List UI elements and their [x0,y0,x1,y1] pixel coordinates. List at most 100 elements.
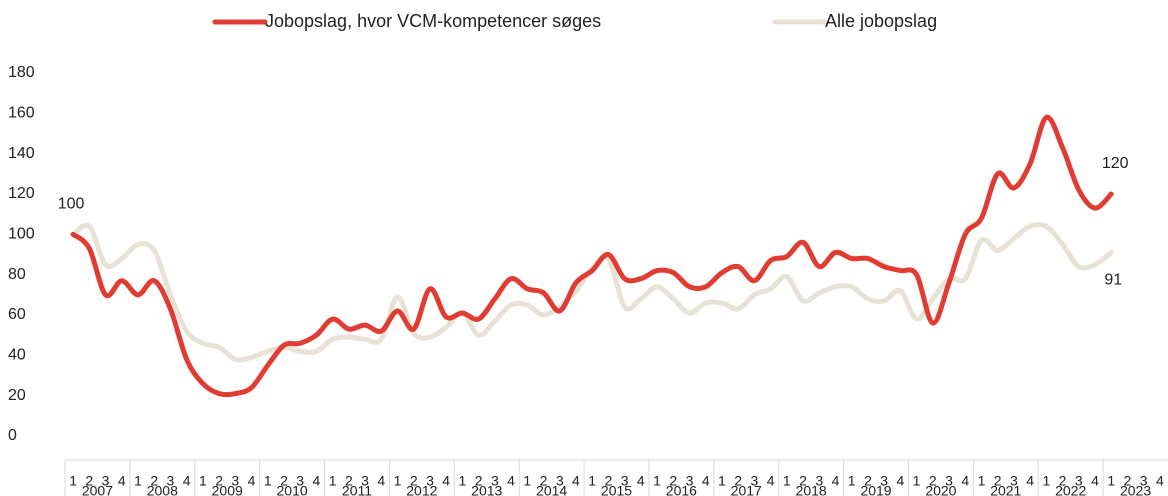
x-tick-label: 4 [702,473,710,489]
x-tick-label: 1 [783,473,791,489]
x-tick-label: 2 [540,473,548,489]
y-tick-label: 180 [8,64,35,81]
series-line [70,114,1114,398]
x-tick-label: 1 [264,473,272,489]
x-tick-label: 1 [523,473,531,489]
x-tick-label: 3 [361,473,369,489]
year-label: 2012 [406,483,437,496]
year-label: 2023 [1120,483,1151,496]
year-label: 2008 [147,483,178,496]
y-tick-label: 60 [8,306,26,323]
x-tick-label: 2 [929,473,937,489]
x-tick-label: 1 [199,473,207,489]
year-label: 2019 [860,483,891,496]
x-tick-label: 1 [588,473,596,489]
y-tick-label: 40 [8,347,26,364]
x-tick-label: 2 [345,473,353,489]
y-tick-label: 100 [8,226,35,243]
x-tick-label: 1 [1107,473,1115,489]
x-tick-label: 4 [377,473,385,489]
x-tick-label: 4 [767,473,775,489]
x-tick-label: 4 [507,473,515,489]
x-tick-label: 1 [848,473,856,489]
x-tick-label: 4 [248,473,256,489]
year-label: 2018 [796,483,827,496]
x-tick-label: 1 [1042,473,1050,489]
x-tick-label: 4 [1026,473,1034,489]
x-tick-label: 3 [750,473,758,489]
x-tick-label: 3 [815,473,823,489]
y-tick-label: 80 [8,266,26,283]
data-label: 120 [1102,155,1129,172]
x-tick-label: 2 [994,473,1002,489]
y-tick-label: 0 [8,427,17,444]
x-tick-label: 1 [978,473,986,489]
x-tick-label: 2 [85,473,93,489]
x-tick-label: 3 [945,473,953,489]
x-tick-label: 2 [604,473,612,489]
x-tick-label: 2 [864,473,872,489]
x-tick-label: 3 [556,473,564,489]
x-tick-label: 3 [167,473,175,489]
series-line [70,221,1114,363]
x-tick-label: 3 [1075,473,1083,489]
x-tick-label: 2 [410,473,418,489]
year-label: 2011 [342,483,372,496]
x-tick-label: 3 [491,473,499,489]
x-tick-label: 1 [653,473,661,489]
x-tick-label: 4 [572,473,580,489]
year-label: 2010 [277,483,308,496]
year-label: 2016 [666,483,697,496]
x-tick-label: 3 [1010,473,1018,489]
x-tick-label: 2 [150,473,158,489]
x-tick-label: 4 [1156,473,1164,489]
x-tick-label: 2 [475,473,483,489]
y-tick-label: 140 [8,145,35,162]
y-tick-label: 160 [8,105,35,122]
data-label: 91 [1104,272,1122,289]
year-label: 2020 [925,483,956,496]
x-tick-label: 3 [102,473,110,489]
legend-label: Alle jobopslag [825,11,937,31]
x-tick-label: 2 [669,473,677,489]
y-tick-label: 20 [8,387,26,404]
x-tick-label: 4 [896,473,904,489]
x-tick-label: 1 [329,473,337,489]
x-tick-label: 4 [183,473,191,489]
year-label: 2013 [471,483,502,496]
x-tick-label: 4 [832,473,840,489]
x-tick-label: 1 [134,473,142,489]
x-tick-label: 1 [913,473,921,489]
x-tick-label: 1 [459,473,467,489]
x-tick-label: 2 [799,473,807,489]
legend-label: Jobopslag, hvor VCM-kompetencer søges [265,11,601,31]
x-tick-label: 3 [686,473,694,489]
x-tick-label: 1 [394,473,402,489]
x-tick-label: 4 [637,473,645,489]
x-tick-label: 3 [880,473,888,489]
x-tick-label: 2 [1124,473,1132,489]
year-label: 2021 [990,483,1021,496]
x-tick-label: 3 [621,473,629,489]
data-label: 100 [58,196,85,213]
year-label: 2022 [1055,483,1086,496]
x-tick-label: 3 [426,473,434,489]
x-tick-label: 3 [231,473,239,489]
x-tick-label: 1 [718,473,726,489]
x-tick-label: 4 [1091,473,1099,489]
year-label: 2014 [536,483,567,496]
year-label: 2009 [212,483,243,496]
year-label: 2017 [731,483,762,496]
x-tick-label: 3 [1140,473,1148,489]
x-tick-label: 2 [215,473,223,489]
year-label: 2007 [82,483,113,496]
x-tick-label: 1 [69,473,77,489]
x-tick-label: 3 [296,473,304,489]
x-tick-label: 4 [118,473,126,489]
x-tick-label: 2 [734,473,742,489]
year-label: 2015 [601,483,632,496]
x-tick-label: 4 [442,473,450,489]
x-tick-label: 4 [961,473,969,489]
x-tick-label: 2 [280,473,288,489]
